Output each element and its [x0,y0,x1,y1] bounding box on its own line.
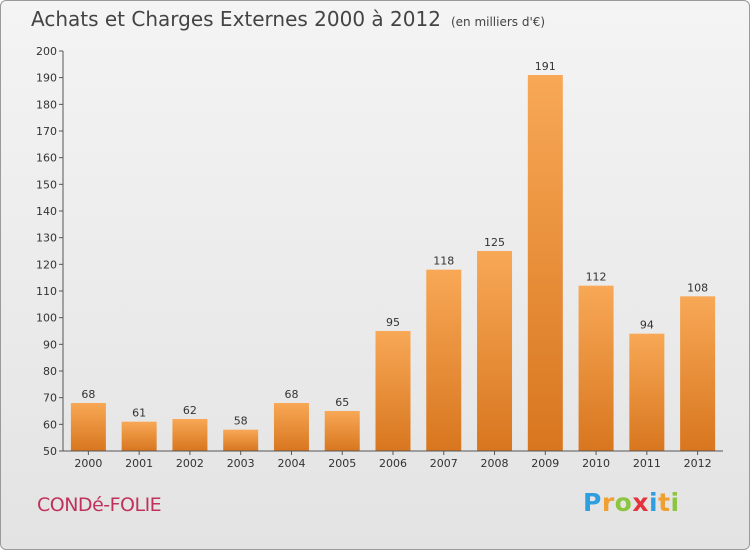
y-tick-label: 120 [36,258,57,271]
data-label: 65 [335,396,349,409]
y-tick-label: 60 [43,418,57,431]
bar [426,269,462,451]
bar [324,411,360,451]
logo-letter: i [670,488,680,517]
logo-letter: P [583,488,602,517]
y-tick-label: 130 [36,232,57,245]
bar [70,403,106,451]
data-label: 62 [183,404,197,417]
bar [477,251,513,451]
x-tick-label: 2002 [176,457,204,470]
x-tick-label: 2011 [633,457,661,470]
y-tick-label: 70 [43,392,57,405]
commune-name: CONDé-FOLIE [37,494,162,516]
x-tick-label: 2003 [227,457,255,470]
x-tick-label: 2004 [277,457,305,470]
bar [223,429,259,451]
data-label: 112 [586,271,607,284]
y-tick-label: 200 [36,45,57,58]
bar [375,331,411,451]
y-tick-label: 80 [43,365,57,378]
bar [527,75,563,451]
data-label: 95 [386,316,400,329]
bar [172,419,208,451]
data-label: 118 [433,255,454,268]
data-label: 68 [284,388,298,401]
x-tick-label: 2005 [328,457,356,470]
y-tick-label: 180 [36,98,57,111]
x-tick-label: 2012 [684,457,712,470]
y-tick-label: 190 [36,72,57,85]
bar [629,333,665,451]
data-label: 94 [640,319,654,332]
x-tick-label: 2010 [582,457,610,470]
x-tick-label: 2000 [74,457,102,470]
x-tick-label: 2001 [125,457,153,470]
proxiti-logo[interactable]: Proxiti [583,488,680,517]
bar [273,403,309,451]
x-tick-label: 2008 [481,457,509,470]
x-tick-label: 2007 [430,457,458,470]
logo-letter: t [658,488,671,517]
y-tick-label: 160 [36,152,57,165]
x-tick-label: 2009 [531,457,559,470]
y-tick-label: 150 [36,178,57,191]
logo-letter: r [601,488,615,517]
data-label: 58 [234,415,248,428]
data-label: 61 [132,407,146,420]
chart-subtitle: (en milliers d'€) [450,15,546,29]
data-label: 125 [484,236,505,249]
bar [578,285,614,451]
y-tick-label: 110 [36,285,57,298]
data-label: 191 [535,60,556,73]
logo-letter: i [649,488,659,517]
chart-title: Achats et Charges Externes 2000 à 2012 (e… [31,7,545,31]
bar [680,296,716,451]
y-tick-label: 140 [36,205,57,218]
y-tick-label: 50 [43,445,57,458]
data-label: 108 [687,281,708,294]
logo-letter: o [614,488,633,517]
bar [121,421,157,451]
y-tick-label: 100 [36,312,57,325]
logo-letter: x [632,488,649,517]
data-label: 68 [81,388,95,401]
x-tick-label: 2006 [379,457,407,470]
y-tick-label: 170 [36,125,57,138]
y-tick-label: 90 [43,338,57,351]
chart-title-text: Achats et Charges Externes 2000 à 2012 [31,7,441,31]
